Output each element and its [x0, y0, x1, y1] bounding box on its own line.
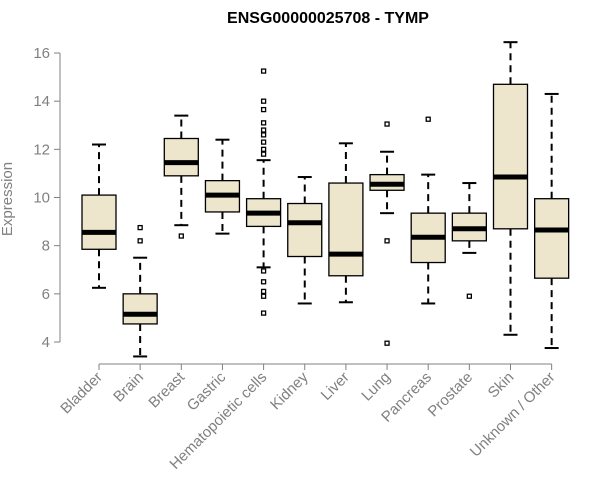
x-tick-label: Breast	[145, 368, 188, 411]
outlier-point	[260, 132, 267, 138]
outlier-point	[260, 293, 267, 299]
x-tick-label: Lung	[358, 369, 394, 405]
box-prostate	[451, 182, 488, 299]
outlier-point	[137, 238, 143, 244]
box-liver	[328, 142, 364, 304]
outlier-point	[384, 121, 390, 127]
box-pancreas	[410, 116, 446, 305]
iqr-box	[328, 182, 364, 277]
box-breast	[163, 114, 199, 239]
iqr-box	[287, 202, 323, 258]
outlier-point	[260, 268, 267, 274]
outlier-point	[260, 139, 267, 145]
y-tick-label: 16	[33, 45, 50, 62]
x-tick-label: Liver	[318, 369, 353, 404]
y-tick-label: 14	[33, 93, 50, 110]
box-hematopoietic-cells	[245, 68, 282, 316]
outlier-point	[260, 98, 267, 104]
outlier-point	[384, 238, 390, 244]
outlier-point	[178, 233, 184, 239]
y-tick-label: 6	[42, 286, 50, 303]
outlier-point	[384, 340, 390, 346]
iqr-box	[122, 293, 158, 325]
plot-area	[81, 41, 570, 358]
box-gastric	[204, 138, 241, 235]
box-unknown-other	[534, 92, 570, 350]
iqr-box	[534, 198, 570, 279]
chart-title: ENSG00000025708 - TYMP	[227, 10, 429, 27]
box-bladder	[81, 143, 117, 289]
y-tick-label: 10	[33, 190, 50, 207]
y-tick-label: 12	[33, 141, 50, 158]
y-tick-label: 8	[42, 238, 50, 255]
x-tick-label: Kidney	[267, 368, 312, 413]
y-axis-label: Expression	[0, 162, 16, 236]
x-tick-label: Prostate	[425, 369, 477, 421]
outlier-point	[260, 151, 267, 157]
x-tick-label: Brain	[110, 369, 147, 406]
box-lung	[369, 121, 405, 346]
iqr-box	[492, 83, 529, 230]
box-brain	[122, 224, 158, 358]
outlier-point	[425, 116, 431, 122]
outlier-point	[260, 127, 267, 133]
outlier-point	[260, 68, 267, 74]
outlier-point	[466, 293, 473, 299]
y-axis: 4 6 8 10 12 14 16	[33, 45, 61, 351]
outlier-point	[260, 120, 267, 126]
y-tick-label: 4	[42, 334, 50, 351]
x-tick-label: Skin	[485, 369, 518, 402]
iqr-box	[81, 194, 117, 250]
outlier-point	[260, 310, 267, 316]
outlier-point	[260, 146, 267, 152]
outlier-point	[260, 106, 267, 113]
box-kidney	[287, 176, 323, 305]
outlier-point	[260, 288, 267, 295]
outlier-point	[137, 224, 143, 231]
outlier-point	[260, 279, 267, 285]
x-tick-label: Bladder	[57, 369, 106, 418]
iqr-box	[163, 137, 199, 177]
box-skin	[492, 41, 529, 336]
